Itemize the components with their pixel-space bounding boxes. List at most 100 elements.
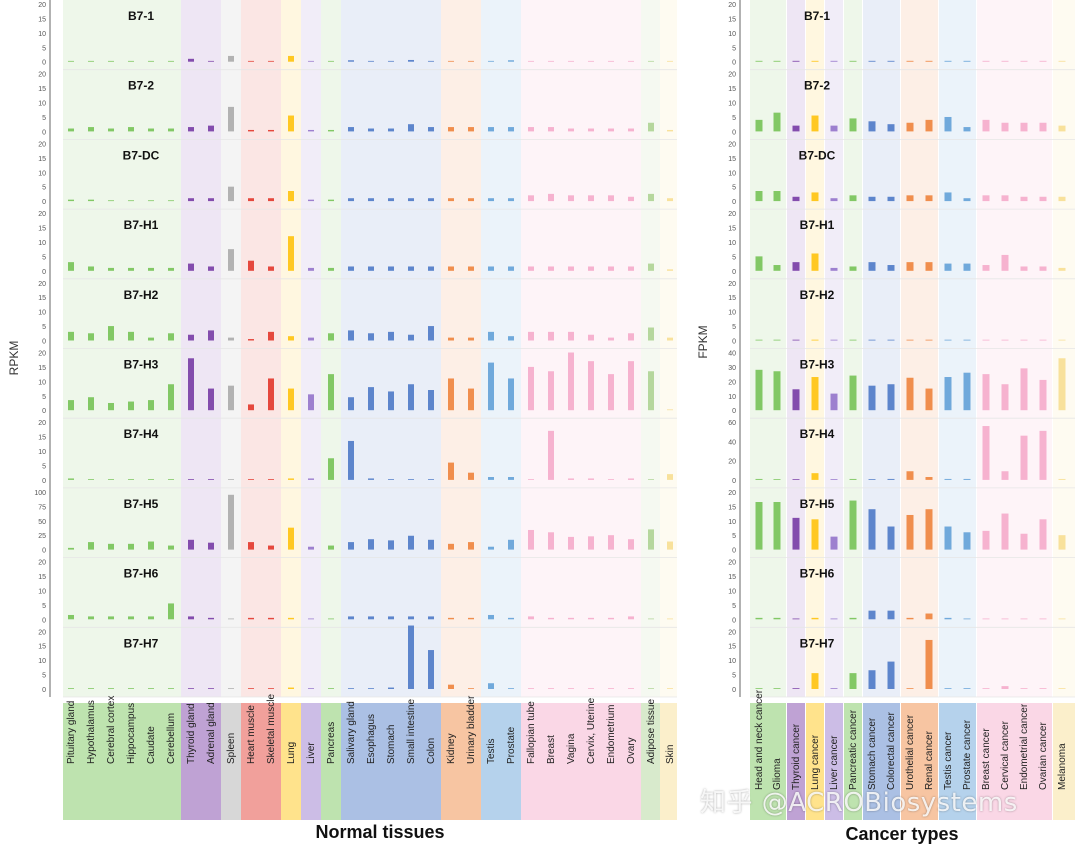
y-tick-label: 15 [38,435,46,442]
bar [488,614,494,620]
bar [830,393,838,411]
y-tick-label: 15 [38,295,46,302]
bar [508,127,514,132]
y-tick-label: 20 [38,72,46,79]
bar [667,269,673,271]
y-tick-label: 0 [42,548,46,555]
panel-label: B7-H1 [800,218,835,232]
bar [1039,122,1047,132]
bar [588,60,594,62]
y-tick-label: 15 [38,86,46,93]
bar [408,616,414,620]
bar [963,127,971,132]
bar [608,617,614,620]
bar [188,334,194,341]
bar [368,333,374,341]
bar [608,479,614,480]
bar [1020,339,1028,341]
bar [982,339,990,341]
bar [308,129,314,132]
category-label: Cerebral cortex [106,696,117,764]
panel-label: B7-2 [128,79,154,93]
bar [906,617,914,620]
bar [288,617,294,620]
bar [488,60,494,62]
panel-label: B7-DC [799,148,836,162]
bar [792,389,800,411]
bar [248,617,254,620]
bars-layer [68,55,1066,689]
bar [268,198,274,202]
bar [849,339,857,341]
bar [528,688,534,689]
category-label: Lung [286,742,297,764]
bar [88,688,94,689]
y-tick-label: 5 [732,533,736,540]
bar [68,478,74,480]
bar [488,477,494,480]
bar [188,616,194,620]
bar [849,266,857,271]
y-tick-label: 15 [38,16,46,23]
y-tick-label: 20 [728,211,736,218]
bar [248,542,254,550]
bar [448,462,454,480]
bar [648,479,654,480]
y-tick-label: 10 [728,310,736,317]
bar [792,262,800,271]
bar [944,478,952,480]
y-tick-label: 0 [732,339,736,346]
y-tick-label: 5 [42,254,46,261]
bar [188,479,194,480]
bar [792,517,800,550]
bar [925,613,933,620]
bar [944,526,952,550]
bar [328,374,334,411]
category-label: Caudate [146,726,157,764]
bar [468,617,474,620]
bar [1001,339,1009,341]
bar [348,542,354,550]
bar [168,333,174,341]
category-label: Spleen [226,733,237,764]
y-tick-label: 0 [732,129,736,136]
label-band [221,703,241,820]
y-tick-label: 15 [728,644,736,651]
bar [773,265,781,271]
bar [488,683,494,689]
bar [468,542,474,550]
bar [887,339,895,341]
bar [128,267,134,271]
bar [1039,196,1047,202]
bar [906,60,914,62]
category-label: Heart muscle [246,705,257,764]
bar [588,266,594,271]
y-tick-label: 5 [42,394,46,401]
label-band [977,703,1052,820]
bar [755,688,763,689]
bar [228,618,234,620]
bar [68,547,74,550]
y-tick-label: 10 [728,394,736,401]
y-tick-label: 0 [42,617,46,624]
bar [925,509,933,550]
bar [773,688,781,689]
panel-label: B7-H6 [800,567,835,581]
bar [1039,519,1047,550]
left-y-axis-label: RPKM [7,341,21,376]
bar [268,617,274,620]
bar [925,477,933,480]
category-label: Cerebellum [166,713,177,764]
bar [648,688,654,689]
bar [508,60,514,62]
y-tick-label: 0 [732,199,736,206]
y-tick-label: 10 [728,101,736,108]
y-tick-label: 15 [728,295,736,302]
bar [488,331,494,341]
bar [792,479,800,480]
bar [868,479,876,480]
bar [108,267,114,271]
y-tick-label: 10 [38,170,46,177]
bar [830,479,838,480]
bar [548,617,554,620]
